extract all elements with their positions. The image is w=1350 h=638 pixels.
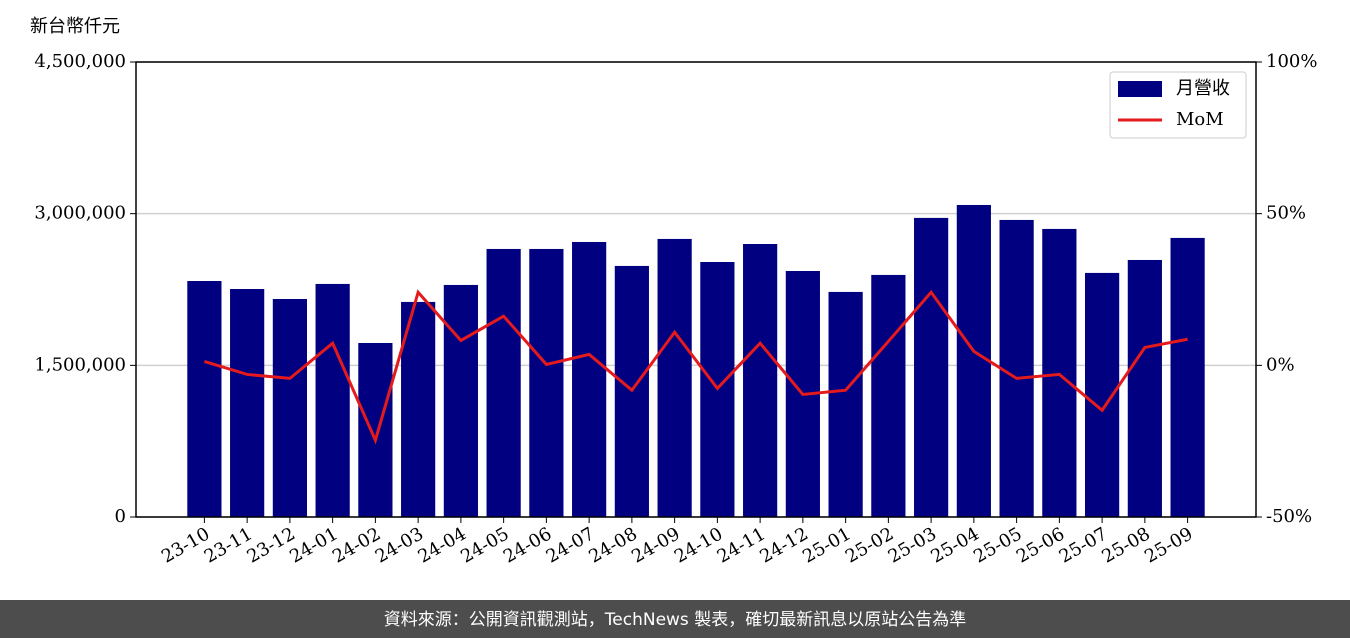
y-tick-label: 3,000,000 xyxy=(34,203,126,224)
bar xyxy=(230,288,265,517)
x-tick-label: 24-02 xyxy=(329,523,384,567)
x-tick-label: 24-05 xyxy=(457,523,512,567)
bar xyxy=(529,248,564,517)
x-tick-label: 24-12 xyxy=(756,523,811,567)
x-tick-label: 25-07 xyxy=(1056,523,1111,567)
y2-tick-label: -50% xyxy=(1266,506,1312,527)
x-tick-label: 24-06 xyxy=(500,523,555,567)
y-tick-label: 1,500,000 xyxy=(34,354,126,375)
bar xyxy=(401,301,436,517)
plot-frame xyxy=(135,61,1257,518)
bar xyxy=(999,219,1034,518)
x-tick-label: 25-09 xyxy=(1141,523,1196,567)
mom-line xyxy=(203,289,1188,445)
x-tick-label: 25-03 xyxy=(885,523,940,567)
bar xyxy=(315,283,350,517)
footer-band xyxy=(0,600,1350,638)
y2-tick-label: 50% xyxy=(1266,203,1306,224)
x-tick-label: 24-11 xyxy=(714,523,769,567)
bar xyxy=(657,238,692,517)
legend-swatch xyxy=(1118,81,1162,97)
x-tick-label: 24-01 xyxy=(286,523,341,567)
x-tick-label: 25-04 xyxy=(927,523,982,567)
x-tick-label: 25-02 xyxy=(842,523,897,567)
x-tick-label: 24-07 xyxy=(543,523,598,567)
y-tick-label: 4,500,000 xyxy=(34,51,126,72)
legend-label: MoM xyxy=(1176,109,1224,130)
y2-tick-label: 0% xyxy=(1266,354,1295,375)
bar xyxy=(443,284,478,517)
x-tick-label: 24-03 xyxy=(372,523,427,567)
bar xyxy=(828,291,863,517)
bar xyxy=(187,281,222,517)
bar xyxy=(486,248,521,517)
x-tick-label: 23-12 xyxy=(243,523,298,567)
bar xyxy=(914,217,949,517)
bar xyxy=(1127,259,1162,517)
bar xyxy=(743,244,778,517)
y2-tick-label: 100% xyxy=(1266,51,1317,72)
x-tick-label: 24-08 xyxy=(585,523,640,567)
bar xyxy=(1170,237,1205,517)
bar xyxy=(956,204,991,517)
bar xyxy=(871,274,906,517)
x-tick-label: 24-09 xyxy=(628,523,683,567)
source-note: 資料來源：公開資訊觀測站，TechNews 製表，確切最新訊息以原站公告為準 xyxy=(384,610,966,630)
y-tick-label: 0 xyxy=(115,506,126,527)
x-tick-label: 24-04 xyxy=(414,523,469,567)
bar xyxy=(272,299,307,517)
bar xyxy=(358,342,393,517)
y-axis-label: 新台幣仟元 xyxy=(30,16,120,37)
x-tick-label: 25-01 xyxy=(799,523,854,567)
x-tick-label: 25-06 xyxy=(1013,523,1068,567)
x-tick-label: 25-05 xyxy=(970,523,1025,567)
x-tick-label: 23-11 xyxy=(201,523,256,567)
bar xyxy=(572,241,607,517)
x-tick-label: 23-10 xyxy=(158,523,213,567)
x-tick-label: 25-08 xyxy=(1098,523,1153,567)
x-tick-label: 24-10 xyxy=(671,523,726,567)
legend-label: 月營收 xyxy=(1176,78,1230,99)
